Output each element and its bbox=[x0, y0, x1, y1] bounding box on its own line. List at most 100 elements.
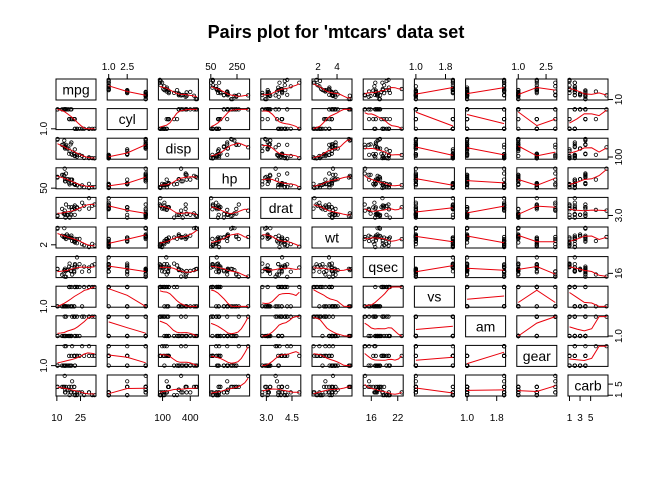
smooth-line bbox=[313, 83, 351, 99]
data-point bbox=[183, 202, 188, 207]
data-point bbox=[191, 173, 197, 178]
panel-disp-vs-drat bbox=[260, 136, 302, 161]
data-point bbox=[74, 241, 80, 246]
data-point bbox=[160, 245, 165, 250]
data-point bbox=[501, 153, 507, 159]
panel-qsec-vs-carb bbox=[567, 255, 609, 279]
smooth-line bbox=[262, 110, 300, 130]
data-point bbox=[160, 269, 165, 274]
smooth-line bbox=[159, 290, 197, 307]
data-point bbox=[214, 242, 219, 247]
data-point bbox=[330, 304, 336, 309]
data-point bbox=[329, 268, 334, 273]
data-point bbox=[188, 390, 193, 395]
data-point bbox=[70, 272, 75, 277]
data-point bbox=[229, 97, 234, 102]
data-point bbox=[215, 215, 221, 220]
data-point bbox=[534, 80, 539, 85]
smooth-line bbox=[57, 143, 95, 159]
tick-label-top-wt: 2 bbox=[315, 62, 321, 73]
data-point bbox=[72, 126, 77, 131]
panel-frame bbox=[516, 108, 558, 131]
data-point bbox=[567, 90, 572, 96]
panel-frame bbox=[106, 108, 148, 131]
data-point bbox=[464, 185, 470, 190]
data-point bbox=[106, 80, 111, 85]
data-point bbox=[593, 238, 599, 244]
data-point bbox=[464, 284, 470, 290]
diagonal-label-carb: carb bbox=[574, 378, 601, 394]
smooth-line bbox=[313, 317, 351, 337]
data-point bbox=[279, 91, 285, 96]
data-point bbox=[450, 215, 455, 220]
data-point bbox=[567, 77, 572, 82]
data-point bbox=[464, 226, 470, 231]
data-point bbox=[583, 88, 588, 93]
data-point bbox=[260, 235, 265, 240]
data-point bbox=[386, 126, 392, 131]
panel-gear-vs-am bbox=[464, 344, 507, 368]
data-point bbox=[572, 238, 577, 243]
data-point bbox=[162, 284, 167, 290]
data-point bbox=[362, 107, 368, 112]
data-point bbox=[225, 207, 230, 212]
smooth-line bbox=[569, 208, 607, 212]
data-point bbox=[172, 182, 177, 187]
data-point bbox=[157, 262, 162, 267]
data-point bbox=[143, 145, 148, 150]
data-point bbox=[329, 151, 334, 156]
data-point bbox=[413, 179, 418, 184]
panel-am-vs-disp bbox=[157, 314, 199, 339]
data-point bbox=[347, 93, 352, 98]
data-point bbox=[464, 151, 470, 156]
data-point bbox=[567, 241, 572, 246]
data-point bbox=[77, 126, 82, 131]
data-point bbox=[373, 140, 378, 145]
data-point bbox=[381, 83, 387, 88]
data-point bbox=[450, 255, 455, 260]
data-point bbox=[380, 196, 385, 201]
data-point bbox=[158, 284, 163, 290]
panel-frame bbox=[413, 285, 455, 308]
data-point bbox=[413, 236, 418, 242]
data-point bbox=[464, 89, 470, 95]
smooth-line bbox=[467, 87, 505, 95]
data-point bbox=[143, 171, 148, 176]
data-point bbox=[90, 241, 95, 246]
data-point bbox=[225, 140, 230, 145]
data-point bbox=[572, 255, 577, 260]
tick-label-bottom-disp: 100 bbox=[154, 413, 171, 424]
data-point bbox=[77, 185, 82, 190]
data-point bbox=[164, 207, 169, 212]
data-point bbox=[225, 152, 230, 157]
diagonal-label-vs: vs bbox=[427, 289, 441, 305]
smooth-line bbox=[210, 316, 249, 335]
data-point bbox=[234, 206, 239, 211]
data-point bbox=[375, 173, 380, 178]
data-point bbox=[377, 214, 383, 219]
smooth-line bbox=[569, 235, 607, 242]
data-point bbox=[285, 304, 290, 309]
data-point bbox=[516, 235, 521, 240]
data-point bbox=[125, 270, 130, 275]
data-point bbox=[283, 284, 288, 290]
data-point bbox=[268, 226, 273, 231]
data-point bbox=[450, 238, 455, 243]
data-point bbox=[285, 107, 290, 112]
tick-label-bottom-carb: 1 bbox=[567, 413, 573, 424]
smooth-line bbox=[57, 286, 95, 307]
data-point bbox=[464, 142, 470, 147]
panel-frame bbox=[465, 285, 507, 308]
data-point bbox=[329, 212, 334, 217]
data-point bbox=[413, 238, 418, 244]
smooth-line bbox=[569, 87, 607, 96]
panel-frame bbox=[413, 344, 455, 367]
panel-gear-vs-mpg bbox=[55, 344, 97, 368]
data-point bbox=[314, 262, 319, 267]
panel-mpg-vs-qsec bbox=[362, 77, 404, 102]
panel-disp-vs-carb bbox=[567, 136, 609, 161]
diagonal-label-am: am bbox=[476, 318, 495, 334]
smooth-line bbox=[210, 108, 249, 128]
smooth-line bbox=[108, 234, 146, 244]
diagonal-label-disp: disp bbox=[166, 141, 192, 157]
